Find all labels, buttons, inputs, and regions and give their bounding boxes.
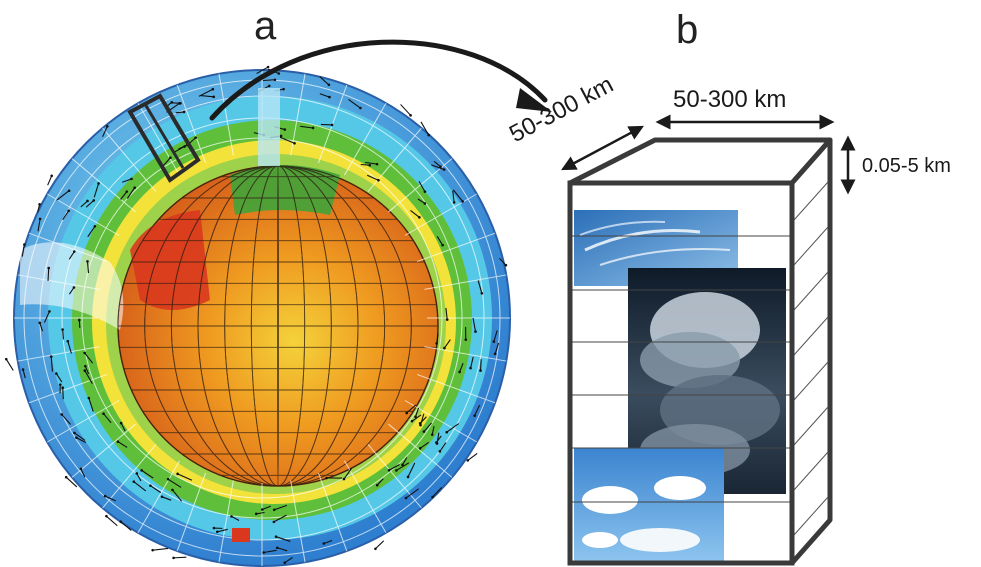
grid-cell-box: [567, 137, 833, 566]
double-arrow-icon: [561, 125, 644, 171]
wind-vectors: [4, 65, 508, 565]
front-layer-lines: [572, 235, 790, 503]
box-front-face: [567, 180, 795, 566]
curved-arrow-icon: [209, 39, 548, 121]
width-dimension-label: 50-300 km: [673, 86, 787, 113]
height-dimension-label: 0.05-5 km: [862, 155, 951, 177]
box-top-face: [567, 137, 833, 186]
cutaway-notch: [20, 242, 124, 330]
cumulus-sky-photo: [574, 448, 724, 561]
globe-model: [4, 65, 511, 567]
curved-arrow-head: [516, 88, 552, 112]
polar-shaft: [258, 88, 280, 166]
grid-column: [127, 93, 201, 183]
side-layer-lines: [793, 181, 829, 536]
panel-b-label: b: [676, 8, 699, 52]
panel-a-label: a: [254, 4, 277, 48]
